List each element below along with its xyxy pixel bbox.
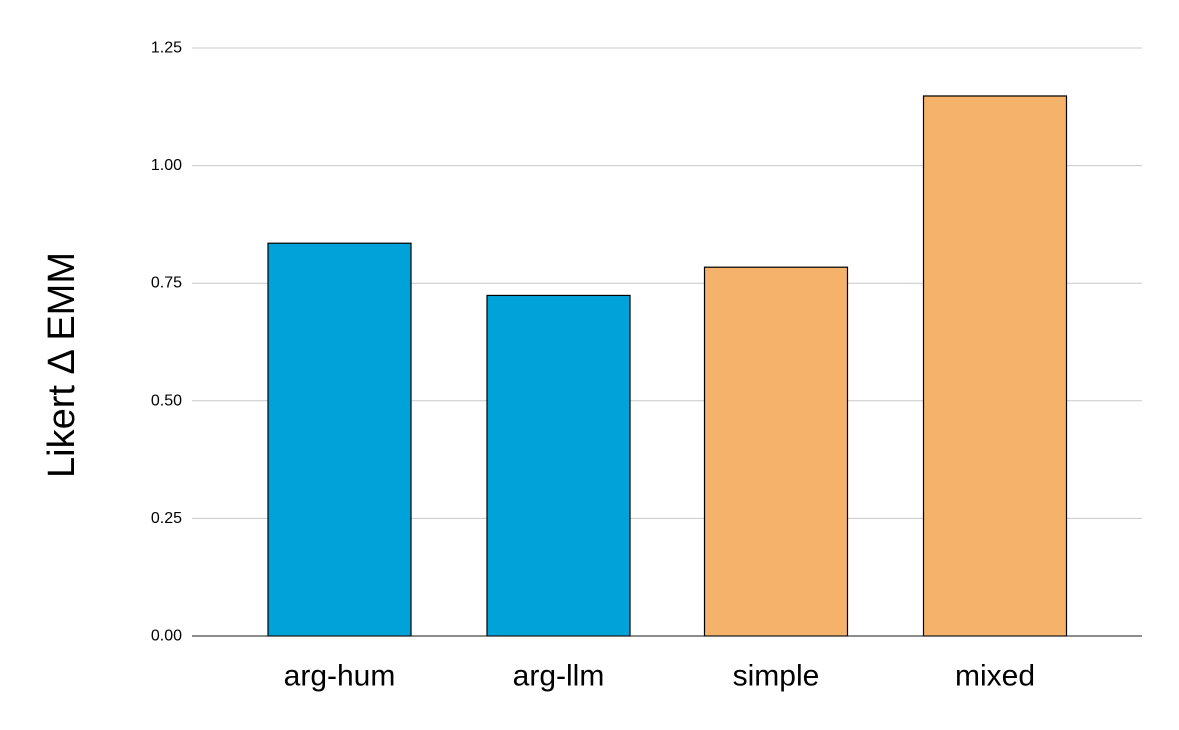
bar-arg-hum bbox=[267, 242, 412, 637]
x-category-label: arg-llm bbox=[513, 660, 605, 693]
y-axis-title: Likert Δ EMM bbox=[41, 252, 83, 478]
x-category-label: mixed bbox=[955, 660, 1035, 693]
bars bbox=[267, 95, 1068, 637]
bar-arg-llm bbox=[486, 294, 631, 637]
y-tick-label: 0.25 bbox=[151, 510, 182, 527]
y-tick-label: 1.25 bbox=[151, 40, 182, 57]
bar-mixed bbox=[922, 95, 1068, 637]
x-category-label: simple bbox=[733, 660, 820, 693]
bar-simple bbox=[703, 266, 849, 637]
y-tick-label: 0.50 bbox=[151, 392, 182, 409]
y-tick-label: 0.75 bbox=[151, 275, 182, 292]
y-axis-ticks: 0.00 0.25 0.50 0.75 1.00 1.25 bbox=[151, 40, 182, 645]
y-tick-label: 0.00 bbox=[151, 628, 182, 645]
y-tick-label: 1.00 bbox=[151, 157, 182, 174]
x-category-label: arg-hum bbox=[284, 660, 396, 693]
x-axis-categories: arg-hum arg-llm simple mixed bbox=[284, 660, 1035, 693]
